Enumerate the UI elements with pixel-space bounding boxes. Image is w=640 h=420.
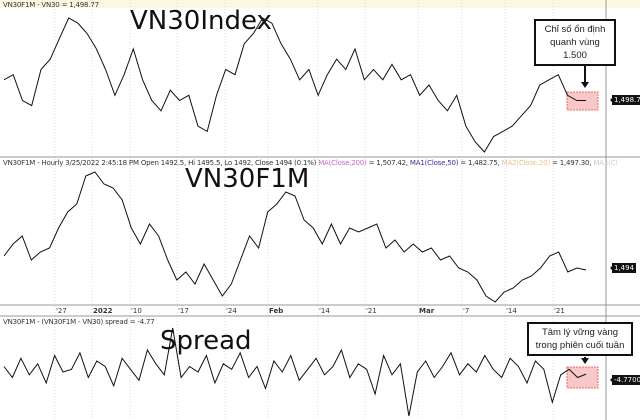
top-annotation: Chỉ số ổn định quanh vùng 1.500 (534, 19, 616, 66)
top-panel (0, 0, 640, 157)
annotation-arrowhead-1 (581, 358, 589, 364)
ma3-label: MA3(Cl (593, 159, 617, 167)
middle-panel-header: VN30F1M - Hourly 3/25/2022 2:45:18 PM Op… (3, 159, 617, 167)
top-header-band (0, 0, 640, 8)
bottom-panel-header: VN30F1M - (VN30F1M - VN30) spread = -4.7… (3, 318, 155, 326)
header-main: VN30F1M - Hourly 3/25/2022 2:45:18 PM Op… (3, 159, 319, 167)
x-tick-label: '17 (178, 307, 189, 315)
ma2-label: MA2(Close,20) (501, 159, 551, 167)
ma2-value: = 1,497.30, (549, 159, 594, 167)
annotation-arrowhead-0 (581, 82, 589, 88)
ma1-value: = 1,482.75, (458, 159, 502, 167)
middle-panel-title: VN30F1M (185, 164, 310, 194)
top-panel-title: VN30Index (130, 6, 272, 36)
ma-label: MA(Close,200) (318, 159, 367, 167)
x-tick-label: '10 (131, 307, 142, 315)
middle-last-value-tag: 1,494 (609, 263, 637, 273)
x-tick-label: 2022 (93, 307, 113, 315)
x-tick-label: Mar (419, 307, 435, 315)
bottom-annotation: Tâm lý vững vàng trong phiên cuối tuần (527, 322, 633, 356)
x-tick-label: '14 (319, 307, 330, 315)
top-last-value-tag: 1,498.77 (609, 95, 640, 105)
x-tick-label: '14 (506, 307, 517, 315)
x-tick-label: '7 (463, 307, 470, 315)
top-panel-header: VN30F1M - VN30 = 1,498.77 (3, 1, 99, 9)
x-tick-label: Feb (269, 307, 284, 315)
ma-value: = 1,507.42, (366, 159, 410, 167)
x-tick-label: '27 (56, 307, 67, 315)
x-tick-label: '21 (366, 307, 377, 315)
series-line-VN30 (3, 17, 586, 153)
ma1-label: MA1(Close,50) (409, 159, 459, 167)
bottom-panel-title: Spread (160, 326, 252, 356)
bottom-highlight-box (566, 366, 599, 389)
x-tick-label: '21 (554, 307, 565, 315)
x-tick-label: '24 (226, 307, 237, 315)
series-line-VN30F1M (3, 171, 587, 303)
series-line-spread (3, 327, 587, 417)
bottom-last-value-tag: -4.77002 (609, 375, 640, 385)
